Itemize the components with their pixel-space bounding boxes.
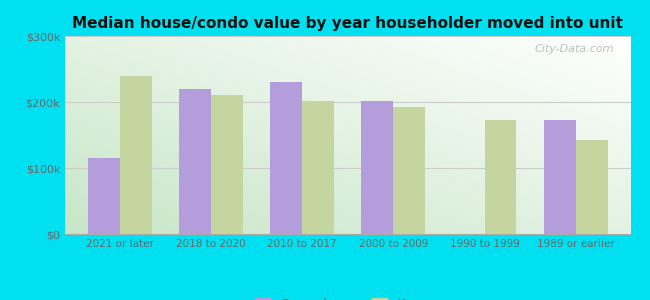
Title: Median house/condo value by year householder moved into unit: Median house/condo value by year househo… [72,16,623,31]
Bar [211,95,243,234]
Bar [484,120,517,234]
Text: City-Data.com: City-Data.com [534,44,614,54]
Bar [88,158,120,234]
Bar [179,89,211,234]
Bar [393,106,425,234]
Bar [576,140,608,234]
Bar [120,76,151,234]
Bar [270,82,302,234]
Bar [302,101,334,234]
Bar [544,121,576,234]
Bar [361,101,393,234]
Legend: Greensburg, Kansas: Greensburg, Kansas [255,298,441,300]
